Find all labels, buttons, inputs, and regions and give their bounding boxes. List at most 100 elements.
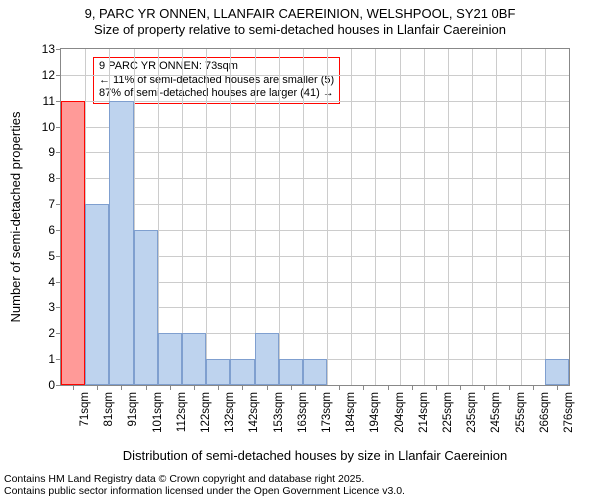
y-tick-label: 5 xyxy=(25,249,55,263)
x-tick xyxy=(460,385,461,390)
bar xyxy=(182,333,206,385)
x-tick-label: 81sqm xyxy=(103,392,115,439)
x-tick-label: 163sqm xyxy=(297,392,309,439)
x-tick xyxy=(339,385,340,390)
v-gridline xyxy=(303,49,304,385)
x-tick-label: 101sqm xyxy=(152,392,164,439)
x-tick-label: 214sqm xyxy=(418,392,430,439)
x-tick xyxy=(557,385,558,390)
x-tick-label: 235sqm xyxy=(466,392,478,439)
x-tick-label: 112sqm xyxy=(176,392,188,439)
x-tick xyxy=(363,385,364,390)
x-tick xyxy=(170,385,171,390)
x-tick-label: 184sqm xyxy=(345,392,357,439)
x-tick-label: 91sqm xyxy=(127,392,139,439)
x-tick-label: 204sqm xyxy=(394,392,406,439)
footer-line-1: Contains HM Land Registry data © Crown c… xyxy=(4,473,405,486)
y-tick-label: 11 xyxy=(25,94,55,108)
h-gridline xyxy=(61,152,569,153)
h-gridline xyxy=(61,127,569,128)
y-tick-label: 6 xyxy=(25,223,55,237)
x-tick xyxy=(509,385,510,390)
x-tick xyxy=(218,385,219,390)
x-tick-label: 142sqm xyxy=(248,392,260,439)
v-gridline xyxy=(206,49,207,385)
v-gridline xyxy=(351,49,352,385)
y-tick-label: 12 xyxy=(25,68,55,82)
x-tick xyxy=(484,385,485,390)
bar xyxy=(85,204,109,385)
x-tick-label: 194sqm xyxy=(369,392,381,439)
x-tick-label: 266sqm xyxy=(539,392,551,439)
x-tick xyxy=(97,385,98,390)
x-tick xyxy=(121,385,122,390)
bar xyxy=(230,359,254,385)
chart-title: 9, PARC YR ONNEN, LLANFAIR CAEREINION, W… xyxy=(0,0,600,39)
bar xyxy=(134,230,158,385)
x-tick-label: 122sqm xyxy=(200,392,212,439)
bar xyxy=(303,359,327,385)
bar xyxy=(279,359,303,385)
y-tick xyxy=(56,385,61,386)
x-tick xyxy=(412,385,413,390)
bar xyxy=(255,333,279,385)
v-gridline xyxy=(327,49,328,385)
y-tick-label: 0 xyxy=(25,378,55,392)
y-tick-label: 10 xyxy=(25,120,55,134)
v-gridline xyxy=(400,49,401,385)
title-line-1: 9, PARC YR ONNEN, LLANFAIR CAEREINION, W… xyxy=(0,6,600,22)
y-tick-label: 1 xyxy=(25,352,55,366)
x-tick-label: 276sqm xyxy=(563,392,575,439)
chart-container: 9, PARC YR ONNEN, LLANFAIR CAEREINION, W… xyxy=(0,0,600,500)
bar xyxy=(109,101,133,385)
x-tick xyxy=(291,385,292,390)
footer-text: Contains HM Land Registry data © Crown c… xyxy=(4,473,405,498)
x-tick xyxy=(315,385,316,390)
h-gridline xyxy=(61,75,569,76)
x-tick xyxy=(146,385,147,390)
bar xyxy=(545,359,569,385)
v-gridline xyxy=(496,49,497,385)
v-gridline xyxy=(279,49,280,385)
x-tick-label: 225sqm xyxy=(442,392,454,439)
v-gridline xyxy=(375,49,376,385)
x-tick-label: 132sqm xyxy=(224,392,236,439)
bar xyxy=(61,101,85,385)
v-gridline xyxy=(472,49,473,385)
y-tick-label: 3 xyxy=(25,300,55,314)
y-tick xyxy=(56,49,61,50)
x-tick xyxy=(436,385,437,390)
y-tick-label: 13 xyxy=(25,42,55,56)
x-tick xyxy=(267,385,268,390)
bar xyxy=(158,333,182,385)
x-tick xyxy=(242,385,243,390)
footer-line-2: Contains public sector information licen… xyxy=(4,485,405,498)
v-gridline xyxy=(545,49,546,385)
x-tick xyxy=(533,385,534,390)
x-tick xyxy=(73,385,74,390)
x-tick-label: 153sqm xyxy=(273,392,285,439)
x-tick xyxy=(388,385,389,390)
bar xyxy=(206,359,230,385)
y-tick-label: 9 xyxy=(25,145,55,159)
v-gridline xyxy=(521,49,522,385)
h-gridline xyxy=(61,178,569,179)
h-gridline xyxy=(61,204,569,205)
y-tick-label: 4 xyxy=(25,275,55,289)
x-tick xyxy=(194,385,195,390)
plot-area: 9 PARC YR ONNEN: 73sqm ← 11% of semi-det… xyxy=(60,48,570,386)
x-tick-label: 71sqm xyxy=(79,392,91,439)
x-tick-label: 255sqm xyxy=(515,392,527,439)
x-tick-label: 173sqm xyxy=(321,392,333,439)
title-line-2: Size of property relative to semi-detach… xyxy=(0,22,600,38)
x-tick-label: 245sqm xyxy=(490,392,502,439)
v-gridline xyxy=(424,49,425,385)
h-gridline xyxy=(61,101,569,102)
y-tick xyxy=(56,75,61,76)
x-axis-label: Distribution of semi-detached houses by … xyxy=(60,448,570,463)
v-gridline xyxy=(230,49,231,385)
v-gridline xyxy=(448,49,449,385)
y-tick-label: 2 xyxy=(25,326,55,340)
y-tick-label: 8 xyxy=(25,171,55,185)
y-tick-label: 7 xyxy=(25,197,55,211)
